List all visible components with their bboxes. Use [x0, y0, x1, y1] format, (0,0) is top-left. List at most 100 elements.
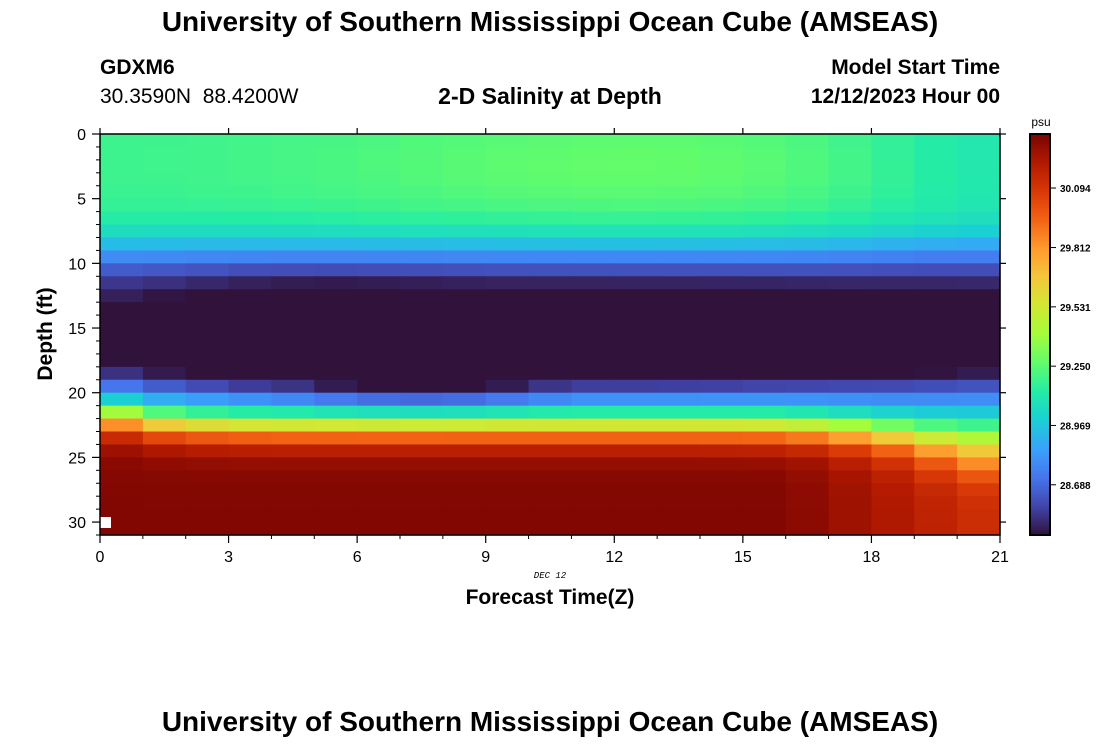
heatmap-cell: [957, 340, 1001, 355]
heatmap-cell: [314, 224, 358, 239]
heatmap-cell: [485, 379, 530, 394]
heatmap-cell: [442, 444, 487, 458]
heatmap-cell: [357, 315, 401, 329]
heatmap-cell: [742, 146, 787, 161]
heatmap-cell: [957, 444, 1001, 458]
heatmap-cell: [742, 483, 787, 497]
heatmap-cell: [657, 444, 701, 458]
heatmap-cell: [357, 340, 401, 355]
heatmap-cell: [400, 185, 444, 200]
model-start-value: 12/12/2023 Hour 00: [810, 85, 1000, 108]
heatmap-cell: [400, 392, 444, 407]
heatmap-cell: [657, 457, 701, 471]
heatmap-cell: [914, 522, 958, 536]
heatmap-cell: [485, 224, 530, 239]
heatmap-cell: [785, 224, 830, 239]
heatmap-cell: [914, 315, 958, 329]
heatmap-cell: [528, 431, 573, 446]
heatmap-cell: [400, 483, 444, 497]
heatmap-cell: [485, 146, 530, 161]
heatmap-cell: [871, 302, 915, 316]
heatmap-cell: [828, 250, 873, 264]
heatmap-cell: [528, 263, 573, 277]
heatmap-cell: [400, 405, 444, 420]
heatmap-cell: [485, 431, 530, 446]
heatmap-cell: [571, 509, 615, 523]
heatmap-cell: [528, 392, 573, 407]
heatmap-cell: [614, 353, 658, 368]
heatmap-cell: [571, 340, 615, 355]
heatmap-cell: [871, 315, 915, 329]
heatmap-cell: [442, 211, 487, 226]
heatmap-cell: [228, 509, 273, 523]
x-axis-label: Forecast Time(Z): [466, 586, 635, 609]
heatmap-cell: [271, 457, 315, 471]
heatmap-cell: [400, 470, 444, 484]
heatmap-cell: [700, 392, 744, 407]
heatmap-cell: [957, 483, 1001, 497]
heatmap-cell: [871, 250, 915, 264]
heatmap-cell: [271, 496, 315, 510]
heatmap-cell: [400, 146, 444, 161]
heatmap-cell: [828, 237, 873, 252]
heatmap-cell: [357, 146, 401, 161]
heatmap-cell: [742, 340, 787, 355]
heatmap-cell: [700, 379, 744, 394]
plot-title: 2-D Salinity at Depth: [438, 83, 662, 109]
heatmap-cell: [100, 302, 144, 316]
heatmap-cell: [100, 172, 144, 187]
heatmap-cell: [914, 496, 958, 510]
heatmap-cell: [700, 315, 744, 329]
heatmap-cell: [571, 496, 615, 510]
heatmap-cell: [528, 366, 573, 381]
heatmap-cell: [228, 328, 273, 342]
heatmap-cell: [871, 470, 915, 484]
heatmap-cell: [571, 224, 615, 239]
heatmap-cell: [957, 172, 1001, 187]
heatmap-cell: [142, 211, 187, 226]
heatmap-cell: [142, 366, 187, 381]
heatmap-cell: [442, 134, 487, 148]
heatmap-cell: [657, 237, 701, 252]
heatmap-cell: [742, 276, 787, 290]
heatmap-cell: [442, 315, 487, 329]
heatmap-cell: [357, 522, 401, 536]
heatmap-cell: [271, 405, 315, 420]
heatmap-cell: [871, 496, 915, 510]
heatmap-cell: [314, 522, 358, 536]
heatmap-cell: [957, 159, 1001, 174]
heatmap-cell: [871, 366, 915, 381]
heatmap-cell: [400, 159, 444, 174]
heatmap-cell: [785, 509, 830, 523]
heatmap-cell: [571, 276, 615, 290]
heatmap-cell: [957, 379, 1001, 394]
heatmap-cell: [185, 315, 230, 329]
heatmap-cell: [314, 185, 358, 200]
heatmap-cell: [871, 289, 915, 303]
x-tick-label: 15: [734, 549, 752, 566]
heatmap-cell: [442, 172, 487, 187]
heatmap-cell: [314, 483, 358, 497]
heatmap-cell: [528, 198, 573, 213]
heatmap-cell: [400, 522, 444, 536]
heatmap-cell: [914, 444, 958, 458]
heatmap-cell: [142, 353, 187, 368]
heatmap-cell: [914, 470, 958, 484]
heatmap-cell: [442, 418, 487, 433]
heatmap-cell: [442, 392, 487, 407]
heatmap-cell: [871, 146, 915, 161]
heatmap-cell: [785, 328, 830, 342]
heatmap-cell: [314, 134, 358, 148]
heatmap-cell: [742, 302, 787, 316]
heatmap-cell: [957, 496, 1001, 510]
heatmap-cell: [614, 211, 658, 226]
heatmap-cell: [614, 470, 658, 484]
heatmap-cell: [828, 224, 873, 239]
heatmap-cell: [485, 302, 530, 316]
heatmap-cell: [657, 366, 701, 381]
heatmap-cell: [828, 198, 873, 213]
heatmap-cell: [142, 315, 187, 329]
heatmap-cell: [400, 172, 444, 187]
heatmap-cell: [100, 353, 144, 368]
heatmap-cell: [357, 302, 401, 316]
